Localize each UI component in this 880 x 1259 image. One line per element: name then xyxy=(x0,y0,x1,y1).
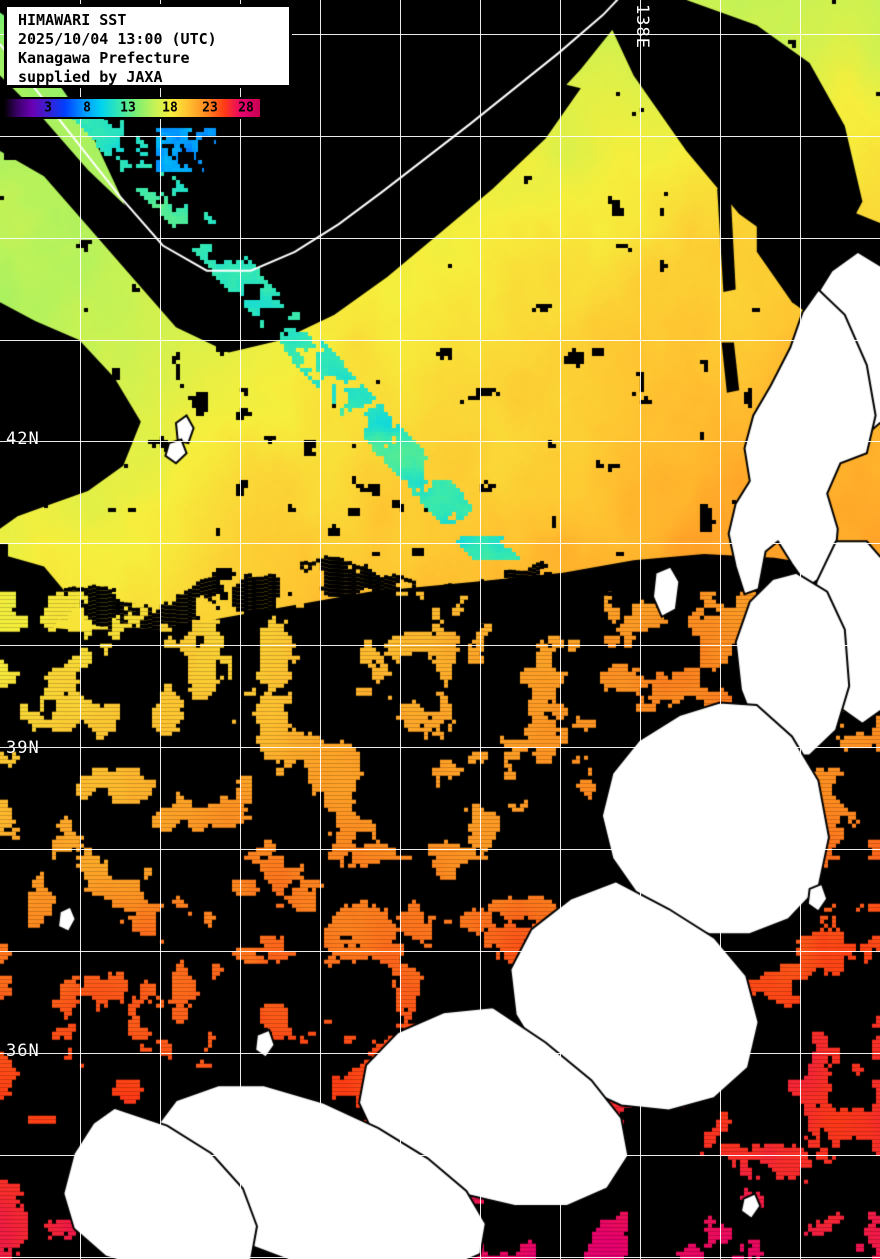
product-title: HIMAWARI SST xyxy=(18,11,127,29)
latitude-label-39N: 39N xyxy=(6,738,40,758)
longitude-label-138E: 138E xyxy=(632,4,652,49)
sst-colorbar: 3 8 13 18 23 28 xyxy=(2,97,262,119)
latitude-label-36N: 36N xyxy=(6,1041,40,1061)
colorbar-tick-28: 28 xyxy=(238,100,254,116)
colorbar-tick-8: 8 xyxy=(83,100,91,116)
colorbar-tick-18: 18 xyxy=(162,100,178,116)
colorbar-gradient xyxy=(4,99,260,117)
latitude-label-42N: 42N xyxy=(6,429,40,449)
product-organization: Kanagawa Prefecture xyxy=(18,49,190,67)
product-credit: supplied by JAXA xyxy=(18,68,163,86)
product-datetime: 2025/10/04 13:00 (UTC) xyxy=(18,30,217,48)
colorbar-tick-13: 13 xyxy=(120,100,136,116)
product-info-box: HIMAWARI SST 2025/10/04 13:00 (UTC) Kana… xyxy=(4,4,292,88)
colorbar-tick-23: 23 xyxy=(202,100,218,116)
colorbar-tick-3: 3 xyxy=(44,100,52,116)
